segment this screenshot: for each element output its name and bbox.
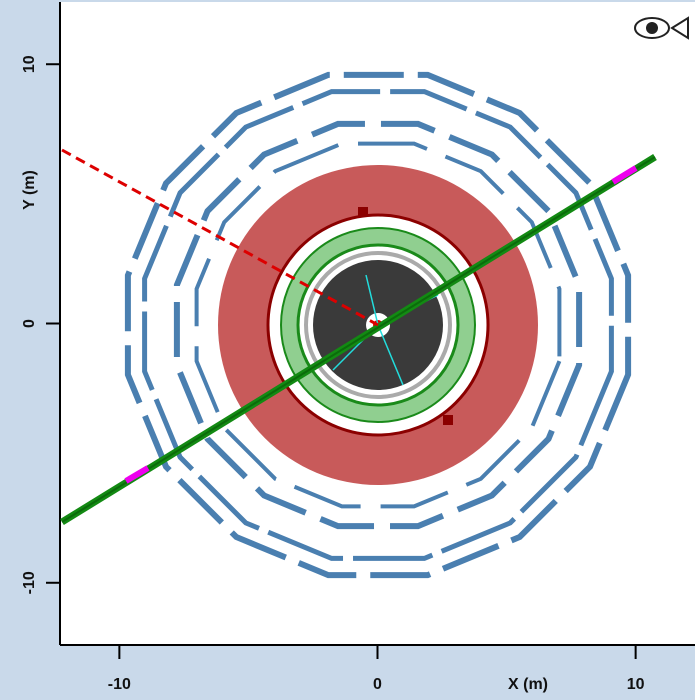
x-axis-label: X (m) (508, 676, 548, 693)
cluster (358, 207, 368, 217)
event-display: X (m) Y (m) -10 0 10 10 0 -10 (0, 0, 695, 700)
y-tick-label: 0 (21, 319, 38, 328)
y-tick-label: 10 (21, 55, 38, 73)
cluster (443, 415, 453, 425)
y-tick-label: -10 (21, 571, 38, 594)
x-tick-label: 0 (373, 676, 382, 693)
x-tick-label: -10 (108, 676, 131, 693)
x-tick-label: 10 (627, 676, 645, 693)
y-axis-label: Y (m) (21, 170, 38, 210)
